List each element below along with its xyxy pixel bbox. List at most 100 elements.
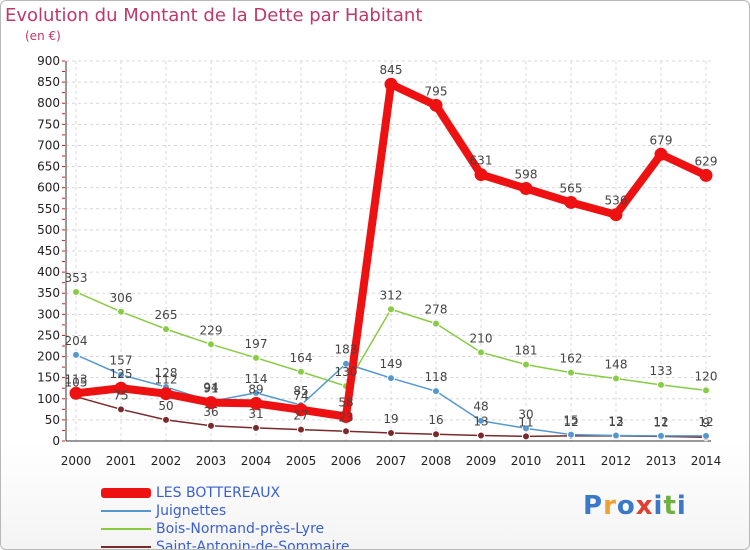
- data-label: 12: [608, 415, 623, 429]
- data-point: [522, 360, 530, 369]
- logo-letter: t: [663, 491, 677, 521]
- data-label: 197: [245, 337, 268, 351]
- data-label: 181: [515, 344, 538, 358]
- data-point: [522, 424, 530, 433]
- data-point: [567, 430, 575, 439]
- data-point: [207, 421, 215, 430]
- y-tick-label: 450: [37, 244, 60, 258]
- data-label: 306: [110, 291, 133, 305]
- data-point: [387, 374, 395, 383]
- y-tick-label: 50: [45, 413, 60, 427]
- logo-letter: o: [616, 491, 636, 521]
- y-tick-label: 850: [37, 75, 60, 89]
- data-label: 12: [653, 415, 668, 429]
- line-chart: 0501001502002503003504004505005506006507…: [37, 54, 722, 468]
- data-label: 536: [605, 194, 628, 208]
- data-point: [162, 325, 170, 334]
- x-tick-label: 2001: [106, 454, 137, 468]
- data-label: 229: [200, 323, 223, 337]
- data-label: 9: [702, 416, 710, 430]
- data-point: [699, 168, 713, 182]
- data-point: [387, 428, 395, 437]
- data-label: 11: [518, 415, 533, 429]
- data-point: [384, 77, 398, 91]
- data-point: [72, 350, 80, 359]
- data-label: 164: [290, 351, 313, 365]
- x-tick-label: 2004: [241, 454, 272, 468]
- x-tick-label: 2007: [376, 454, 407, 468]
- data-point: [159, 387, 173, 401]
- data-label: 278: [425, 303, 448, 317]
- data-point: [69, 386, 83, 400]
- data-label: 74: [293, 389, 308, 403]
- data-label: 89: [248, 382, 263, 396]
- data-point: [162, 415, 170, 424]
- data-label: 157: [110, 354, 133, 368]
- y-tick-label: 800: [37, 96, 60, 110]
- data-label: 91: [203, 382, 218, 396]
- x-tick-label: 2010: [511, 454, 542, 468]
- data-point: [432, 319, 440, 328]
- data-label: 36: [203, 405, 218, 419]
- data-label: 162: [560, 352, 583, 366]
- data-label: 31: [248, 407, 263, 421]
- data-label: 210: [470, 331, 493, 345]
- x-tick-label: 2013: [646, 454, 677, 468]
- x-tick-label: 2002: [151, 454, 182, 468]
- legend-label: Bois-Normand-près-Lyre: [156, 521, 325, 537]
- data-label: 23: [338, 410, 353, 424]
- x-tick-label: 2011: [556, 454, 587, 468]
- data-point: [564, 195, 578, 209]
- data-point: [657, 380, 665, 389]
- data-label: 75: [113, 388, 128, 402]
- y-tick-label: 600: [37, 181, 60, 195]
- data-point: [252, 423, 260, 432]
- data-label: 27: [293, 409, 308, 423]
- data-point: [609, 208, 623, 222]
- x-tick-label: 2005: [286, 454, 317, 468]
- data-label: 58: [338, 396, 353, 410]
- y-tick-label: 750: [37, 117, 60, 131]
- legend-swatch: [101, 488, 151, 498]
- data-label: 15: [563, 414, 578, 428]
- data-point: [474, 168, 488, 182]
- legend-label: Saint-Antonin-de-Sommaire: [156, 539, 350, 550]
- data-label: 19: [383, 412, 398, 426]
- logo-letter: i: [653, 491, 664, 521]
- data-label: 94: [203, 380, 218, 394]
- data-point: [207, 340, 215, 349]
- y-tick-label: 250: [37, 328, 60, 342]
- data-point: [294, 403, 308, 417]
- logo-letter: P: [583, 491, 604, 521]
- data-label: 629: [695, 154, 718, 168]
- y-tick-label: 650: [37, 160, 60, 174]
- data-label: 16: [428, 413, 443, 427]
- data-point: [249, 396, 263, 410]
- data-label: 312: [380, 288, 403, 302]
- data-point: [117, 307, 125, 316]
- data-point: [297, 367, 305, 376]
- proxiti-logo: Proxiti: [583, 491, 687, 521]
- y-tick-label: 200: [37, 350, 60, 364]
- data-point: [252, 353, 260, 362]
- data-point: [702, 431, 710, 440]
- x-tick-label: 2014: [691, 454, 722, 468]
- legend-label: Juignettes: [156, 503, 227, 519]
- data-label: 565: [560, 181, 583, 195]
- data-label: 114: [245, 372, 268, 386]
- data-label: 113: [65, 372, 88, 386]
- data-point: [477, 416, 485, 425]
- legend-swatch: [101, 510, 151, 512]
- data-label: 128: [155, 366, 178, 380]
- data-label: 13: [473, 415, 488, 429]
- data-label: 12: [563, 415, 578, 429]
- data-label: 48: [473, 400, 488, 414]
- data-label: 118: [425, 370, 448, 384]
- data-point: [117, 370, 125, 379]
- data-label: 133: [650, 364, 673, 378]
- data-label: 120: [695, 369, 718, 383]
- x-tick-label: 2008: [421, 454, 452, 468]
- data-point: [387, 305, 395, 314]
- data-point: [429, 98, 443, 112]
